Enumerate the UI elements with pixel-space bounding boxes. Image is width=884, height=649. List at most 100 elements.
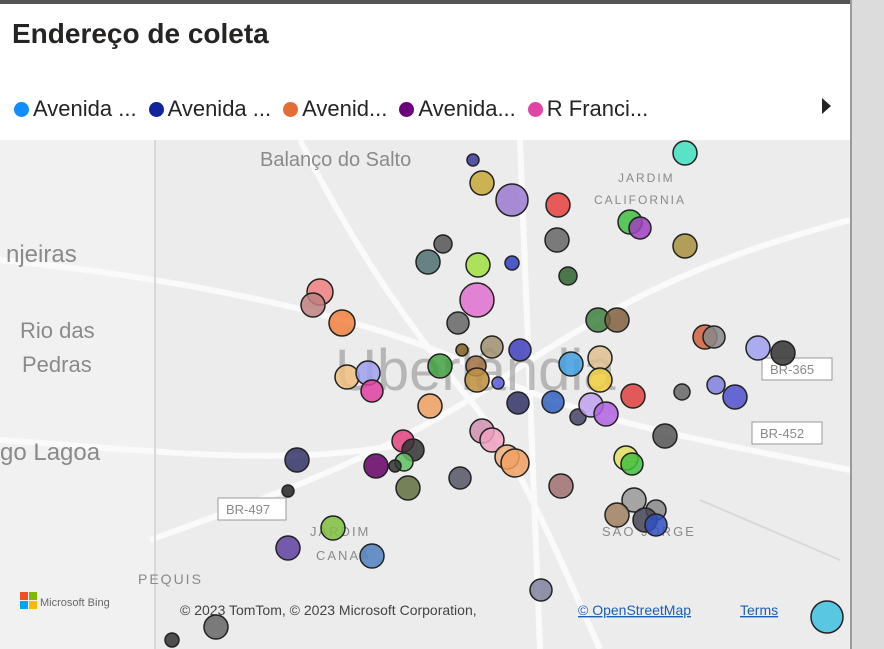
bubble[interactable] <box>722 384 748 410</box>
visual-title: Endereço de coleta <box>12 18 269 49</box>
map-label: BR-497 <box>226 502 270 517</box>
bubble[interactable] <box>544 227 570 253</box>
legend-item[interactable]: R Franci... <box>527 96 648 122</box>
map-label: Rio das <box>20 318 95 343</box>
bubble[interactable] <box>446 311 470 335</box>
bubble[interactable] <box>620 383 646 409</box>
bubble[interactable] <box>770 340 796 366</box>
bubble[interactable] <box>469 170 495 196</box>
bubble[interactable] <box>395 475 421 501</box>
legend-item[interactable]: Avenid... <box>283 96 387 122</box>
bubble[interactable] <box>164 632 180 648</box>
bubble[interactable] <box>360 379 384 403</box>
bubble[interactable] <box>620 452 644 476</box>
road-shield <box>217 497 287 521</box>
legend-next[interactable] <box>822 98 831 114</box>
map-label: go Lagoa <box>0 439 101 466</box>
bubble[interactable] <box>673 383 691 401</box>
bubble[interactable] <box>284 447 310 473</box>
bubble[interactable] <box>587 367 613 393</box>
legend-label: Avenida ... <box>33 96 137 121</box>
legend-label: Avenida... <box>418 96 516 121</box>
bubble[interactable] <box>702 325 726 349</box>
legend-dot <box>148 101 164 117</box>
scrollbar-area <box>852 0 884 649</box>
legend: Avenida ... Avenida ... Avenid... Avenid… <box>14 94 660 124</box>
bubble[interactable] <box>500 448 530 478</box>
bubble[interactable] <box>275 535 301 561</box>
boundaries <box>154 140 841 649</box>
bubble[interactable] <box>459 282 495 318</box>
bubble[interactable] <box>415 249 441 275</box>
bubble[interactable] <box>529 578 553 602</box>
map-label: JARDIM <box>618 171 675 185</box>
bubbles <box>164 140 844 648</box>
bubble[interactable] <box>604 307 630 333</box>
bubble[interactable] <box>672 233 698 259</box>
map[interactable]: Balanço do Salto JARDIM CALIFORNIA njeir… <box>0 140 850 649</box>
bubble[interactable] <box>504 255 520 271</box>
legend-dot <box>399 101 415 117</box>
bubble[interactable] <box>652 423 678 449</box>
road-shield <box>751 421 823 445</box>
bubble[interactable] <box>417 393 443 419</box>
bubble[interactable] <box>644 513 668 537</box>
legend-item[interactable]: Avenida ... <box>14 96 137 122</box>
bubble[interactable] <box>300 292 326 318</box>
bubble[interactable] <box>558 266 578 286</box>
legend-label: Avenid... <box>302 96 388 121</box>
bubble[interactable] <box>281 484 295 498</box>
attribution-osm-link[interactable]: © OpenStreetMap <box>578 602 691 618</box>
bubble[interactable] <box>604 502 630 528</box>
map-area <box>0 140 155 649</box>
bubble[interactable] <box>480 335 504 359</box>
bubble[interactable] <box>548 473 574 499</box>
bubble[interactable] <box>545 192 571 218</box>
bubble[interactable] <box>745 335 771 361</box>
map-label: CANAÃ <box>316 548 371 563</box>
bubble[interactable] <box>427 353 453 379</box>
border <box>0 0 850 4</box>
bubble[interactable] <box>706 375 726 395</box>
bubble[interactable] <box>433 234 453 254</box>
bubble[interactable] <box>359 543 385 569</box>
bubble[interactable] <box>466 153 480 167</box>
bubble[interactable] <box>388 459 402 473</box>
bubble[interactable] <box>541 390 565 414</box>
map-label: CALIFORNIA <box>594 193 686 207</box>
bubble[interactable] <box>672 140 698 166</box>
legend-dot <box>527 101 543 117</box>
bubble[interactable] <box>448 466 472 490</box>
map-label: Pedras <box>22 352 92 377</box>
terms-link[interactable]: Terms <box>740 602 778 618</box>
map-label: njeiras <box>6 241 77 268</box>
map-label: PEQUIS <box>138 571 203 587</box>
bubble[interactable] <box>320 515 346 541</box>
bubble[interactable] <box>587 345 613 371</box>
legend-dot <box>283 101 299 117</box>
bubble[interactable] <box>506 391 530 415</box>
bubble[interactable] <box>491 376 505 390</box>
bubble[interactable] <box>455 343 469 357</box>
legend-item[interactable]: Avenida ... <box>148 96 272 122</box>
attribution-brand: Microsoft Bing <box>40 597 110 609</box>
bubble[interactable] <box>363 453 389 479</box>
bubble[interactable] <box>628 216 652 240</box>
legend-label: Avenida ... <box>167 96 272 121</box>
bubble[interactable] <box>479 427 505 453</box>
bubble[interactable] <box>203 614 229 640</box>
bubble[interactable] <box>508 338 532 362</box>
bubble[interactable] <box>334 364 360 390</box>
bubble[interactable] <box>621 487 647 513</box>
bubble[interactable] <box>464 367 490 393</box>
bubble[interactable] <box>328 309 356 337</box>
bubble[interactable] <box>495 183 529 217</box>
legend-item[interactable]: Avenida... <box>399 96 516 122</box>
bubble[interactable] <box>810 600 844 634</box>
bubble[interactable] <box>465 252 491 278</box>
map-label: BR-365 <box>770 362 814 377</box>
bubble[interactable] <box>593 401 619 427</box>
bubble[interactable] <box>558 351 584 377</box>
map-label: Balanço do Salto <box>260 149 411 171</box>
